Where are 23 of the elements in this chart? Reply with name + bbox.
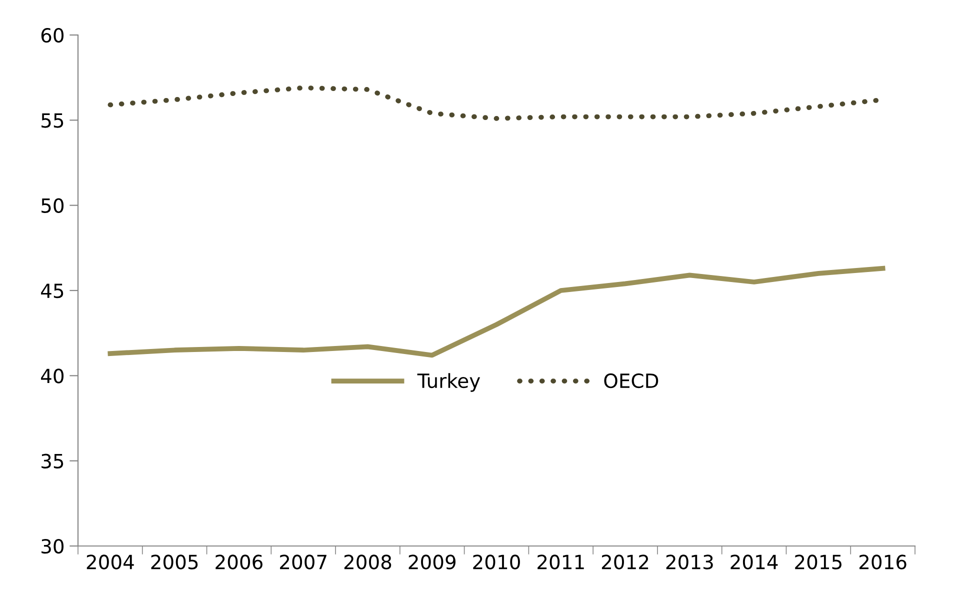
x-tick-label: 2010 bbox=[473, 554, 520, 570]
x-tick-label: 2015 bbox=[795, 554, 842, 570]
legend-label: OECD bbox=[604, 373, 658, 388]
x-tick-label: 2016 bbox=[859, 554, 906, 570]
y-tick-label: 45 bbox=[41, 284, 64, 298]
y-tick-label: 50 bbox=[42, 198, 64, 213]
y-tick-label: 60 bbox=[41, 28, 64, 43]
x-tick-label: 2004 bbox=[86, 554, 134, 570]
line-series bbox=[108, 266, 886, 358]
x-tick-label: 2006 bbox=[216, 554, 262, 570]
y-tick-label: 55 bbox=[42, 113, 64, 128]
y-tick-label: 30 bbox=[42, 538, 64, 554]
x-tick-label: 2007 bbox=[280, 554, 326, 570]
x-tick-label: 2005 bbox=[151, 554, 198, 570]
y-tick-label: 35 bbox=[42, 454, 64, 468]
x-tick-label: 2009 bbox=[408, 554, 456, 570]
x-tick-label: 2014 bbox=[730, 554, 778, 570]
x-tick-label: 2008 bbox=[344, 554, 392, 570]
x-tick-label: 2013 bbox=[666, 554, 713, 570]
x-tick-label: 2012 bbox=[602, 554, 648, 570]
y-tick-label: 40 bbox=[41, 368, 64, 384]
legend-label: Turkey bbox=[417, 373, 480, 392]
x-tick-label: 2011 bbox=[538, 554, 584, 570]
